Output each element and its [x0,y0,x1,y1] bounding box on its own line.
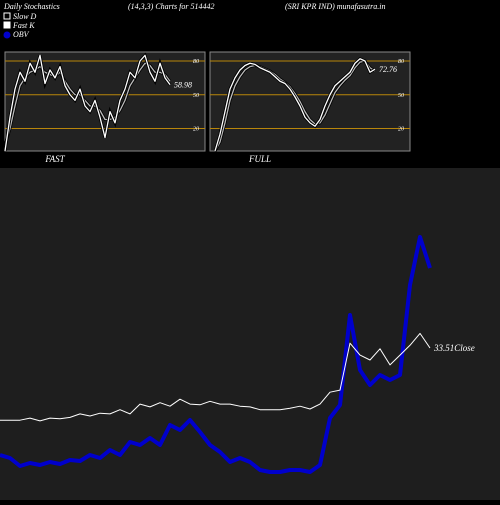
panel-label: FULL [248,154,271,164]
title: Daily Stochastics [3,2,60,11]
line [0,332,431,422]
close-label: 33.51Close [433,343,475,353]
legend-swatch [3,31,11,39]
legend-label: Slow D [13,12,37,21]
line [4,62,171,146]
line [0,235,432,474]
line [4,54,171,152]
y-tick-label: 50 [398,93,404,99]
panel-label: FAST [44,154,65,164]
y-tick-label: 20 [193,127,199,133]
value-label: 58.98 [174,81,192,90]
value-label: 72.76 [379,65,397,74]
y-tick-label: 50 [193,93,199,99]
legend-label: Fast K [12,21,35,30]
y-tick-label: 20 [398,127,404,133]
subtitle: (14,3,3) Charts for 514442 [128,2,214,11]
source: (SRI KPR IND) munafasutra.in [285,2,385,11]
legend-swatch [3,12,11,20]
main-panel [0,168,500,500]
legend-swatch [3,21,11,29]
line [214,58,376,152]
legend-label: OBV [13,30,30,39]
y-tick-label: 80 [398,59,404,65]
y-tick-label: 80 [193,59,199,65]
line [214,60,376,152]
